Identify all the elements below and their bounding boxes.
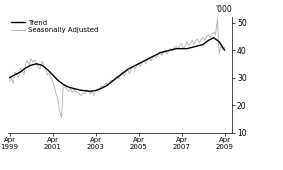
Text: '000: '000 — [215, 5, 232, 14]
Legend: Trend, Seasonally Adjusted: Trend, Seasonally Adjusted — [10, 18, 100, 35]
